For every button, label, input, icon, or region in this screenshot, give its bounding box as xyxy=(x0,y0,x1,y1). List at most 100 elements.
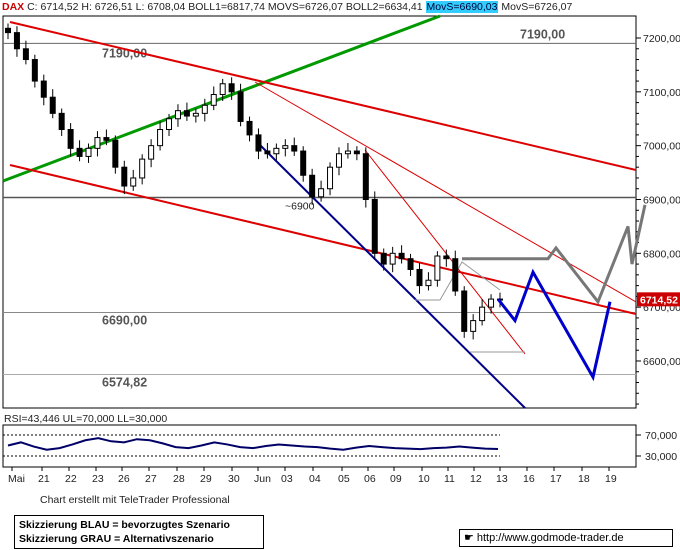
scenarios xyxy=(462,204,647,382)
level-label-6690: 6690,00 xyxy=(102,314,147,328)
date-tick-label: Jun xyxy=(254,473,271,485)
candle-body xyxy=(112,139,119,168)
candle-body xyxy=(488,298,495,308)
legend-gray: Skizzierung GRAU = Alternativszenario xyxy=(19,533,214,545)
candle-body xyxy=(192,112,199,117)
cursor-icon: ☛ xyxy=(464,532,474,544)
candle-body xyxy=(157,129,164,147)
candle-body xyxy=(31,59,38,82)
candle-body xyxy=(300,150,307,176)
candle-body xyxy=(434,255,441,281)
date-tick-label: 10 xyxy=(418,473,430,485)
candle-body xyxy=(139,158,146,179)
date-tick-label: 27 xyxy=(145,473,157,485)
date-tick-label: 12 xyxy=(470,473,482,485)
candle-body xyxy=(228,83,235,93)
level-label-6574: 6574,82 xyxy=(102,376,147,390)
gray-scenario-path xyxy=(462,204,647,305)
date-tick-label: 04 xyxy=(309,473,321,485)
rsi-tick-label: 70,000 xyxy=(645,430,677,442)
rsi-label: RSI=43,446 UL=70,000 LL=30,000 xyxy=(4,413,168,425)
candle-body xyxy=(344,150,351,155)
candle-body xyxy=(183,110,190,117)
source-link[interactable]: ☛ http://www.godmode-trader.de xyxy=(459,529,673,547)
date-tick-label: 06 xyxy=(364,473,376,485)
date-axis: Mai 21 22 23 26 27 28 29 30 Jun 03 04 05 06 09 10 11 12 13… xyxy=(8,467,617,485)
rsi-indicator: 70,000 30,000 xyxy=(3,430,677,463)
candle-body xyxy=(264,150,271,155)
horizontal-levels: 7190,00 7190,00 6690,00 6574,82 ~6900 xyxy=(3,27,636,390)
candle-body xyxy=(273,147,280,155)
ticker-label: DAX xyxy=(2,1,25,13)
candle-body xyxy=(380,252,387,265)
blue-channel-line xyxy=(259,144,526,409)
current-price-badge xyxy=(637,292,680,307)
candle-body xyxy=(13,32,20,50)
scenario-legend: Skizzierung BLAU = bevorzugtes Szenario … xyxy=(14,515,264,549)
level-label-6900: ~6900 xyxy=(285,200,315,212)
date-tick-label: 29 xyxy=(200,473,212,485)
date-tick-label: 13 xyxy=(496,473,508,485)
level-label-7190-left: 7190,00 xyxy=(102,46,147,60)
candle-body xyxy=(452,258,459,292)
date-tick-label: 05 xyxy=(338,473,350,485)
trendlines xyxy=(2,14,637,409)
candles xyxy=(5,23,503,340)
candle-body xyxy=(407,258,414,270)
candle-body xyxy=(103,137,110,141)
red-thin-line-steep xyxy=(364,149,526,355)
price-panel-frame xyxy=(2,15,637,409)
date-tick-label: 19 xyxy=(605,473,617,485)
level-label-7190: 7190,00 xyxy=(520,27,565,41)
price-tick-label: 7100,00 xyxy=(643,87,680,99)
candle-body xyxy=(255,134,262,152)
candle-body xyxy=(470,320,477,332)
header-values: C: 6714,52 H: 6726,51 L: 6708,04 BOLL1=6… xyxy=(27,1,423,13)
price-tick-label: 6800,00 xyxy=(643,248,680,260)
candle-body xyxy=(49,96,56,114)
candle-body xyxy=(237,91,244,122)
candle-body xyxy=(461,290,468,332)
candle-body xyxy=(362,153,369,200)
date-tick-label: 21 xyxy=(38,473,50,485)
date-tick-label: 23 xyxy=(92,473,104,485)
candle-body xyxy=(174,110,181,120)
date-tick-label: 16 xyxy=(523,473,535,485)
rsi-tick-label: 30,000 xyxy=(645,451,677,463)
candle-body xyxy=(85,147,92,157)
candle-body xyxy=(353,150,360,155)
movs-highlight: MovS=6690,03 xyxy=(425,1,499,13)
candle-body xyxy=(327,166,334,190)
current-price-label: 6714,52 xyxy=(640,294,678,306)
candle-body xyxy=(67,129,74,149)
candle-body xyxy=(148,145,155,160)
triangle-pattern xyxy=(415,261,501,301)
candle-body xyxy=(22,48,29,61)
green-trendline xyxy=(2,14,441,183)
candle-body xyxy=(246,120,253,136)
blue-scenario-path xyxy=(496,268,612,382)
candle-body xyxy=(282,145,289,149)
rsi-panel-frame xyxy=(2,424,637,468)
price-tick-label: 7000,00 xyxy=(643,141,680,153)
candle-body xyxy=(398,252,405,260)
price-tick-label: 7200,00 xyxy=(643,33,680,45)
price-tick-label: 6600,00 xyxy=(643,356,680,368)
candle-body xyxy=(291,145,298,152)
candle-body xyxy=(58,112,65,131)
price-tick-label: 6900,00 xyxy=(643,194,680,206)
date-tick-label: 26 xyxy=(118,473,130,485)
rsi-line xyxy=(7,437,499,451)
red-channel-upper xyxy=(9,21,637,171)
candle-body xyxy=(40,80,47,98)
chart-credit: Chart erstellt mit TeleTrader Profession… xyxy=(40,494,230,506)
candle-body xyxy=(121,166,128,187)
candle-body xyxy=(389,252,396,265)
source-url: http://www.godmode-trader.de xyxy=(476,532,624,544)
date-tick-label: 11 xyxy=(444,473,455,485)
candle-body xyxy=(76,147,83,157)
candle-body xyxy=(416,268,423,287)
candle-body xyxy=(425,279,432,287)
price-axis: 7200,007100,007000,006900,006800,006700,… xyxy=(636,33,680,405)
